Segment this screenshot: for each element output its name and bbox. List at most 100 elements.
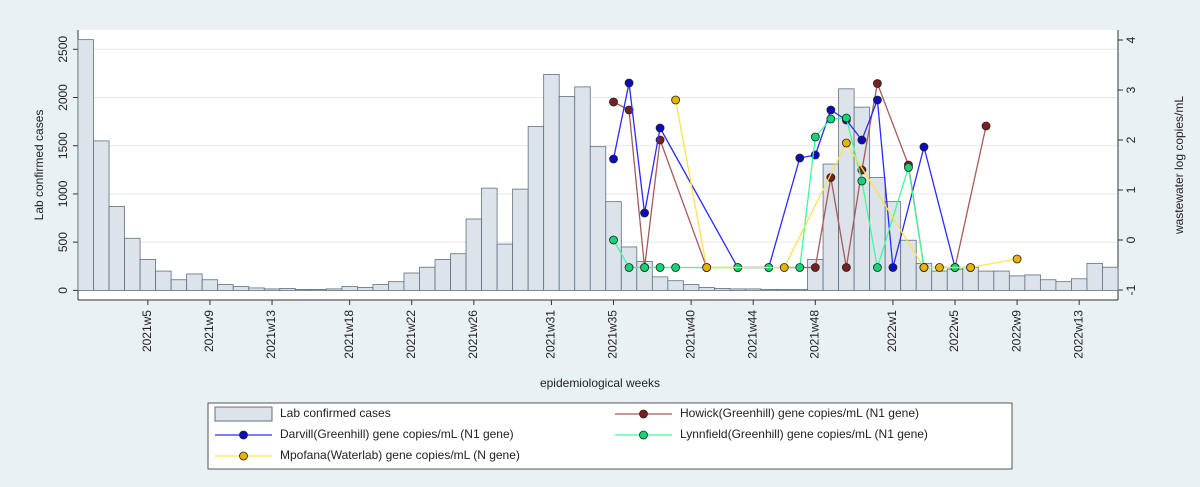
bar [1008, 275, 1026, 291]
y2-tick-label: -1 [1124, 284, 1138, 295]
line-segment [861, 180, 879, 268]
point [841, 113, 851, 123]
bar [341, 286, 358, 291]
line-segment [830, 177, 847, 268]
point [810, 263, 820, 272]
point [640, 208, 649, 218]
bar [745, 288, 762, 291]
point [873, 95, 882, 105]
line-segment [876, 83, 910, 166]
bar [124, 237, 141, 291]
bar [791, 288, 808, 291]
y-tick-label: 1500 [56, 132, 70, 159]
bar [217, 284, 234, 291]
bar [698, 287, 715, 291]
bar [605, 201, 622, 291]
point [671, 95, 681, 105]
x-tick-label: 2022w1 [885, 310, 899, 352]
line-segment [907, 167, 925, 268]
bar [93, 140, 110, 291]
line-segment [845, 142, 925, 268]
bar [682, 284, 700, 291]
y-tick-label: 1000 [56, 180, 70, 207]
line-segment [845, 117, 863, 182]
legend-label: Howick(Greenhill) gene copies/mL (N1 gen… [680, 406, 919, 420]
y-tick-label: 2500 [56, 36, 70, 63]
line-segment [783, 142, 847, 268]
line-segment [768, 157, 801, 268]
legend-marker [639, 409, 648, 419]
bar [232, 286, 250, 291]
bar [357, 287, 374, 291]
bar [527, 126, 545, 291]
x-tick-label: 2021w26 [466, 310, 480, 359]
x-tick-label: 2022w9 [1009, 310, 1023, 352]
y2-tick-label: 0 [1124, 236, 1138, 243]
y2-tick-label: 1 [1124, 186, 1138, 193]
bar [853, 106, 871, 291]
point [935, 263, 944, 272]
bar [589, 146, 607, 291]
legend-label: Lab confirmed cases [280, 406, 391, 420]
bar [1071, 278, 1088, 291]
bar [325, 288, 343, 291]
point [795, 263, 805, 272]
bar [450, 253, 467, 291]
y2-tick-label: 2 [1124, 136, 1138, 143]
y-axis-title: Lab confirmed cases [32, 110, 46, 221]
bar [310, 288, 327, 291]
legend-label: Mpofana(Waterlab) gene copies/mL (N gene… [280, 448, 520, 462]
bar [419, 266, 436, 291]
point [841, 263, 851, 272]
line-segment [643, 127, 661, 214]
line-segment [674, 99, 708, 268]
bar [1024, 274, 1041, 291]
line-segment [612, 239, 630, 268]
legend-marker [239, 451, 248, 461]
point [826, 105, 836, 115]
point [826, 114, 836, 124]
x-tick-label: 2021w40 [683, 310, 697, 359]
line-segment [814, 177, 832, 268]
line-segment [954, 125, 987, 268]
x-tick-label: 2021w5 [140, 310, 154, 352]
point [919, 263, 929, 272]
bar [372, 284, 389, 291]
point [609, 97, 618, 107]
line-segment [845, 169, 863, 268]
point [702, 263, 712, 272]
bar [651, 276, 669, 291]
x-tick-label: 2021w35 [606, 310, 620, 359]
bar [574, 86, 591, 291]
bar [543, 73, 560, 291]
bar [201, 279, 219, 291]
legend-box [207, 402, 1013, 470]
line-segment [861, 99, 879, 141]
point [609, 235, 618, 245]
point [624, 105, 634, 115]
point [624, 78, 634, 88]
point [873, 263, 882, 272]
legend-label: Lynnfield(Greenhill) gene copies/mL (N1 … [680, 427, 928, 441]
legend-label: Darvill(Greenhill) gene copies/mL (N1 ge… [280, 427, 514, 441]
bar [139, 259, 157, 291]
y2-tick-label: 4 [1124, 36, 1138, 43]
point [624, 263, 634, 272]
bar [760, 288, 777, 291]
bar [294, 288, 312, 291]
bar [558, 96, 576, 291]
point [841, 138, 851, 148]
line-segment [923, 146, 956, 268]
x-tick-label: 2021w48 [807, 310, 821, 359]
bar [279, 288, 296, 291]
line-segment [643, 139, 661, 268]
bar [667, 280, 684, 291]
bar [729, 288, 746, 291]
bar [1039, 279, 1057, 291]
bar [714, 288, 731, 291]
point [966, 263, 975, 272]
point [857, 176, 867, 186]
x-tick-label: 2021w22 [404, 310, 418, 359]
bar [1102, 266, 1119, 291]
line-segment [628, 82, 646, 214]
